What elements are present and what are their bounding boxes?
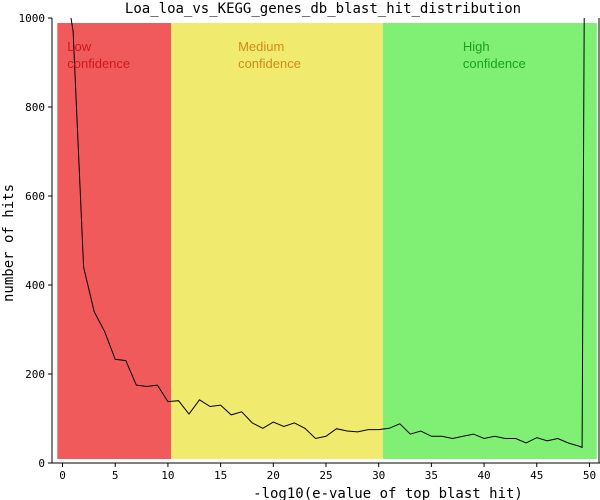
- y-tick-label-1: 200: [25, 368, 45, 381]
- region-label-0-line1: Low: [67, 39, 91, 54]
- x-tick-label-4: 20: [267, 469, 280, 482]
- hit-distribution-line-layer: [70, 17, 585, 449]
- region-label-2-line2: confidence: [463, 56, 526, 71]
- hit-distribution-line: [70, 17, 585, 449]
- region-label-0-line2: confidence: [67, 56, 130, 71]
- y-tick-label-5: 1000: [19, 12, 46, 25]
- x-tick-label-2: 10: [161, 469, 174, 482]
- y-tick-label-2: 400: [25, 279, 45, 292]
- x-tick-label-10: 50: [583, 469, 596, 482]
- x-tick-label-7: 35: [425, 469, 438, 482]
- confidence-region-0: [57, 23, 172, 459]
- confidence-region-1: [171, 23, 383, 459]
- y-tick-label-4: 800: [25, 101, 45, 114]
- chart-title: Loa_loa_vs_KEGG_genes_db_blast_hit_distr…: [125, 1, 521, 17]
- y-tick-label-3: 600: [25, 190, 45, 203]
- x-axis-label: -log10(e-value of top blast hit): [253, 486, 523, 500]
- region-label-1-line1: Medium: [238, 39, 284, 54]
- region-label-1-line2: confidence: [238, 56, 301, 71]
- region-labels: Low confidence Medium confidence High confide…: [67, 39, 526, 71]
- confidence-regions: [57, 23, 597, 459]
- x-tick-label-5: 25: [319, 469, 332, 482]
- x-tick-label-8: 40: [477, 469, 490, 482]
- x-tick-label-9: 45: [530, 469, 543, 482]
- x-tick-label-0: 0: [59, 469, 66, 482]
- y-axis-label: number of hits: [1, 184, 17, 302]
- y-tick-label-0: 0: [38, 457, 45, 470]
- x-tick-label-6: 30: [372, 469, 385, 482]
- axis-ticks: 0 5 10 15 20 25 30 35 40 45 50 0 200 400 600 800 1000: [19, 12, 597, 482]
- region-label-2-line1: High: [463, 39, 490, 54]
- confidence-region-2: [382, 23, 597, 459]
- x-tick-label-3: 15: [214, 469, 227, 482]
- x-tick-label-1: 5: [112, 469, 119, 482]
